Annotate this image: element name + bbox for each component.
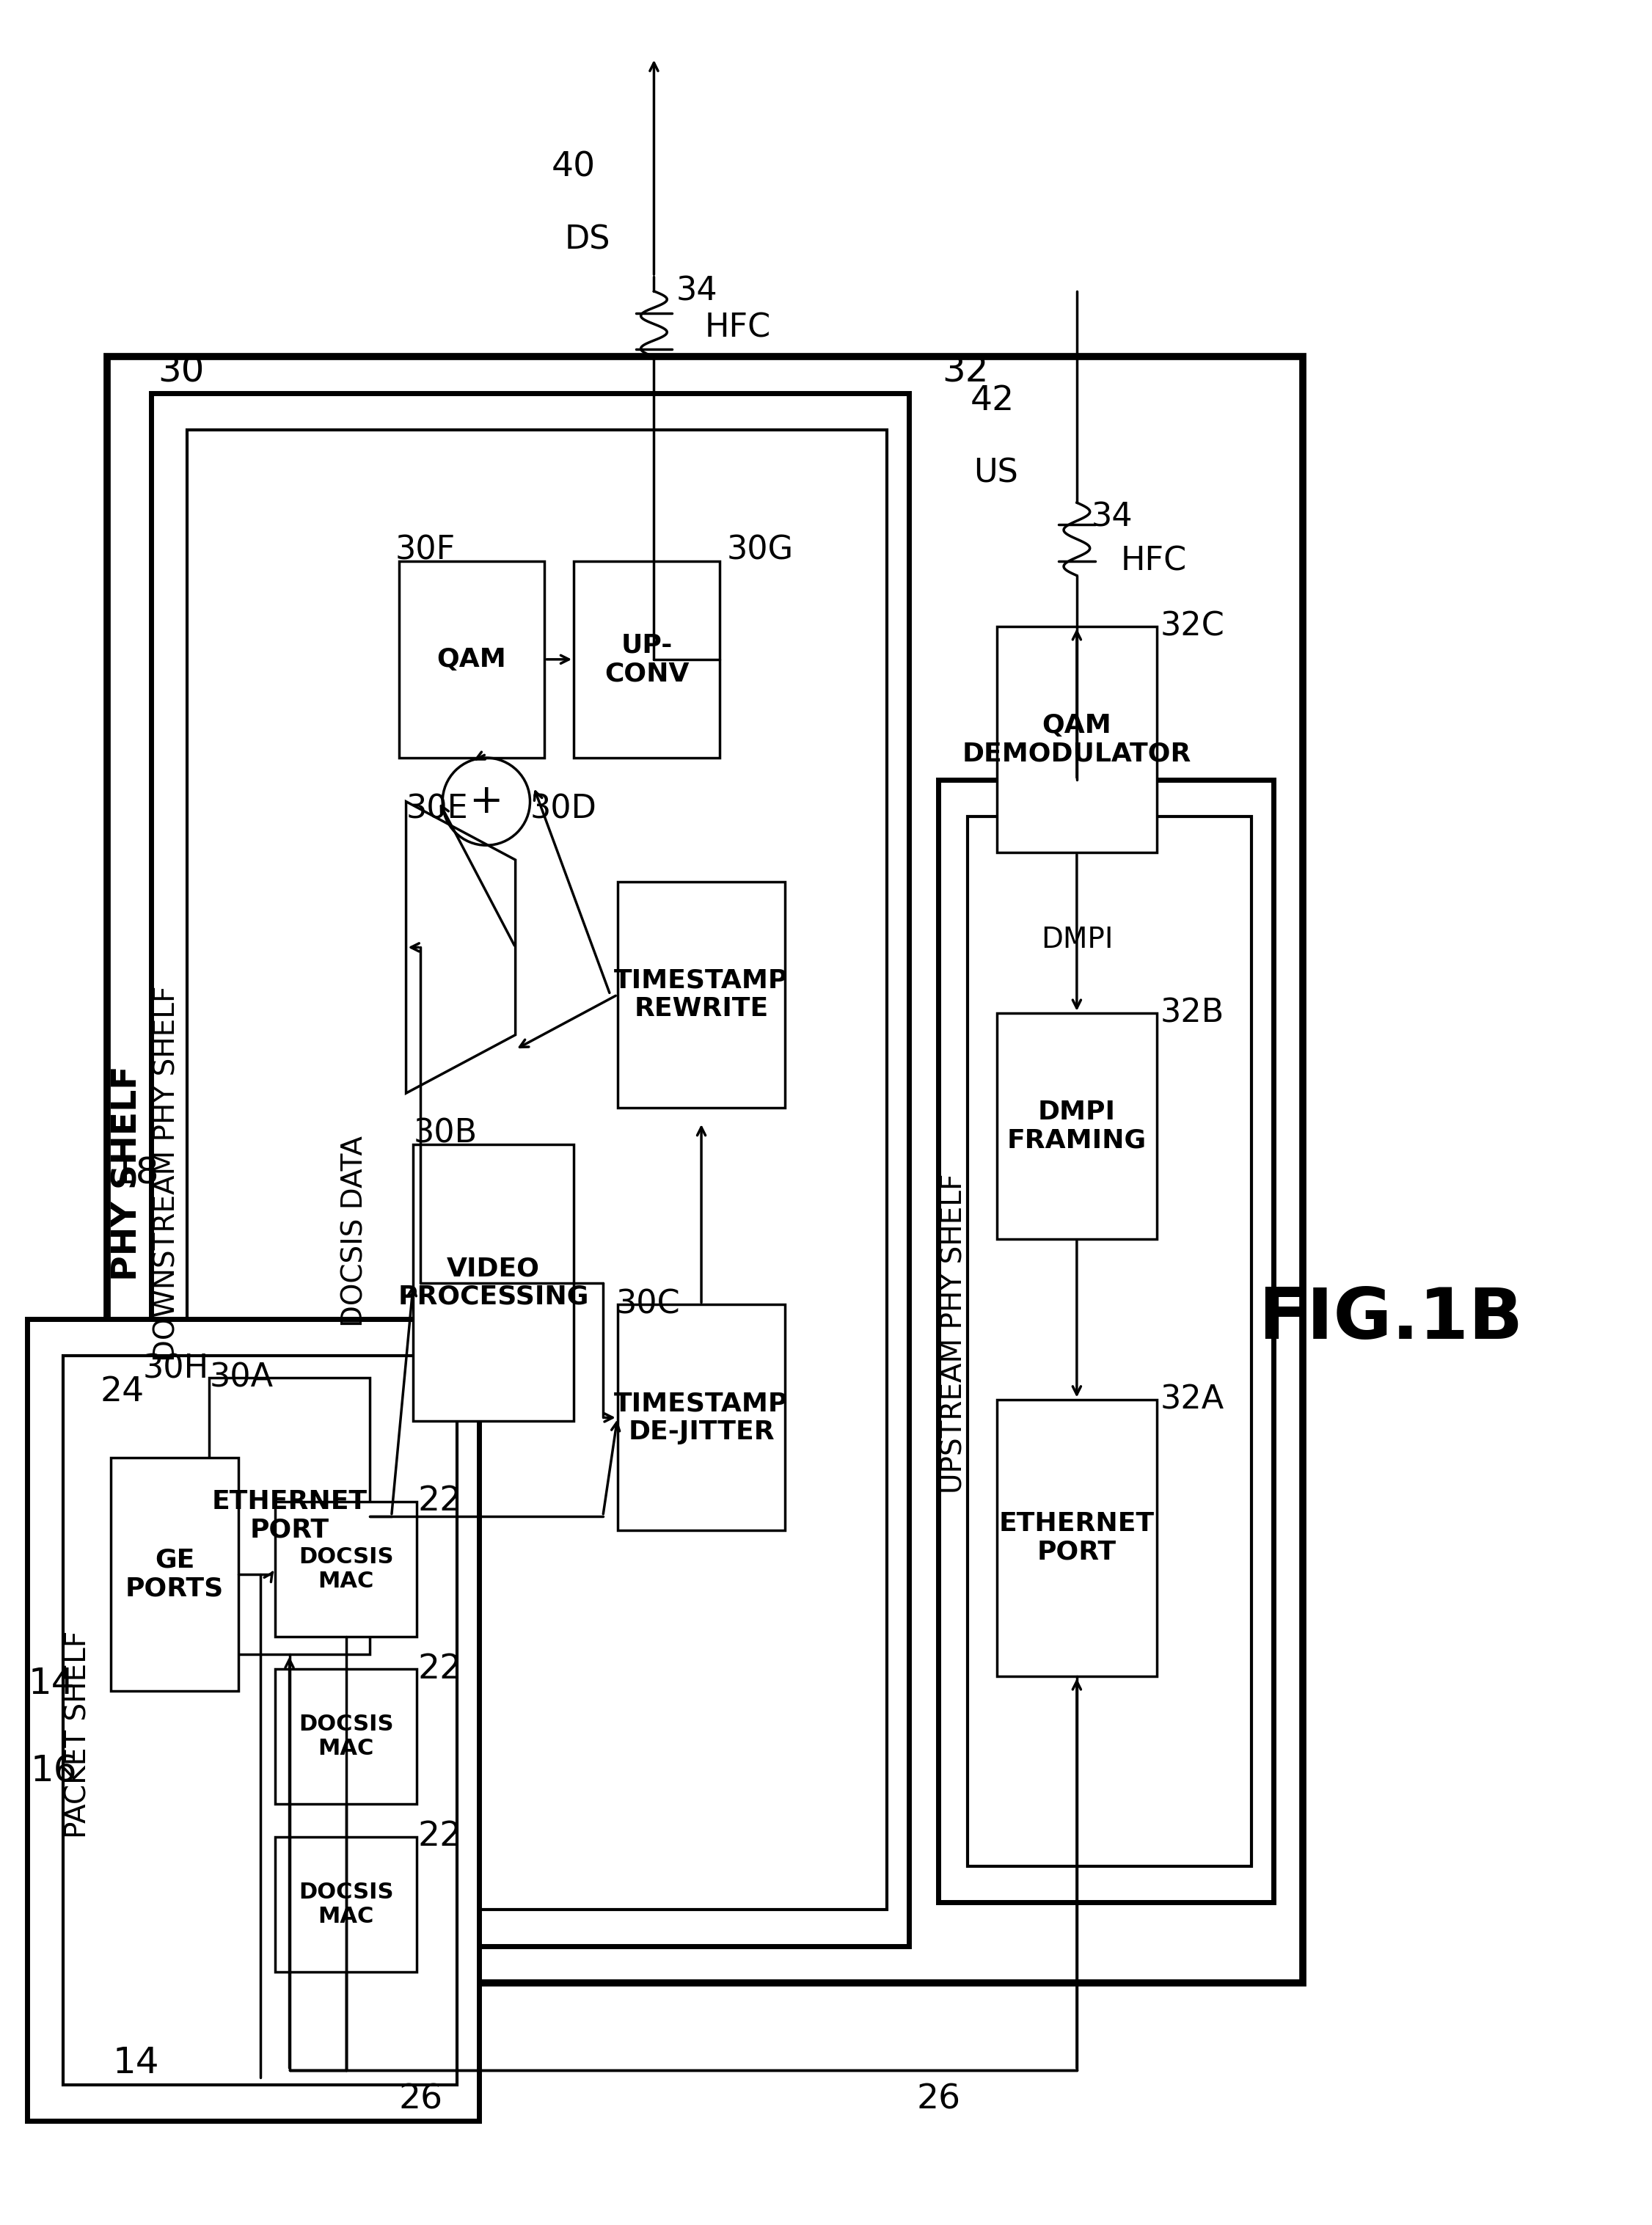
- Bar: [968, 817, 1252, 1867]
- Text: 14: 14: [112, 2045, 160, 2080]
- Bar: [996, 1400, 1156, 1675]
- Text: 30G: 30G: [727, 534, 793, 565]
- Text: UP-: UP-: [621, 632, 672, 659]
- Text: 14: 14: [28, 1667, 74, 1702]
- Text: DMPI: DMPI: [1041, 926, 1113, 955]
- Text: TIMESTAMP: TIMESTAMP: [615, 1391, 788, 1415]
- Bar: [111, 1457, 238, 1691]
- Text: DOCSIS: DOCSIS: [299, 1546, 393, 1566]
- Text: PHY SHELF: PHY SHELF: [111, 1066, 144, 1282]
- Text: 18: 18: [112, 1155, 160, 1190]
- Bar: [618, 1304, 785, 1531]
- Text: 26: 26: [917, 2083, 960, 2116]
- Text: PORT: PORT: [1037, 1540, 1117, 1564]
- Text: GE: GE: [155, 1549, 195, 1573]
- Text: DE-JITTER: DE-JITTER: [628, 1420, 775, 1444]
- Text: 22: 22: [418, 1484, 463, 1517]
- Bar: [150, 394, 909, 1947]
- Text: VIDEO: VIDEO: [448, 1257, 540, 1282]
- Text: 26: 26: [398, 2083, 443, 2116]
- Text: 34: 34: [676, 276, 717, 307]
- Text: 24: 24: [99, 1375, 144, 1408]
- Text: ETHERNET: ETHERNET: [999, 1511, 1155, 1535]
- Text: 32A: 32A: [1160, 1384, 1224, 1415]
- Text: 22: 22: [418, 1653, 463, 1687]
- Text: 30H: 30H: [144, 1353, 210, 1384]
- Text: QAM: QAM: [436, 647, 507, 672]
- Bar: [996, 1012, 1156, 1239]
- Bar: [413, 1144, 573, 1422]
- Text: PROCESSING: PROCESSING: [398, 1284, 590, 1311]
- Text: DOCSIS DATA: DOCSIS DATA: [340, 1137, 368, 1328]
- Bar: [107, 356, 1303, 1982]
- Text: QAM: QAM: [1042, 712, 1112, 739]
- Text: 34: 34: [1092, 501, 1133, 534]
- Text: DEMODULATOR: DEMODULATOR: [961, 741, 1191, 765]
- Text: MAC: MAC: [317, 1905, 373, 1927]
- Text: DMPI: DMPI: [1037, 1099, 1115, 1124]
- Text: MAC: MAC: [317, 1738, 373, 1760]
- Bar: [187, 429, 887, 1909]
- Text: 30C: 30C: [616, 1288, 681, 1319]
- Bar: [618, 881, 785, 1108]
- Text: 42: 42: [971, 385, 1014, 416]
- Text: +: +: [469, 781, 504, 821]
- Text: 32C: 32C: [1160, 612, 1224, 643]
- Text: HFC: HFC: [1120, 545, 1186, 576]
- Text: CONV: CONV: [605, 661, 689, 685]
- Text: ETHERNET: ETHERNET: [211, 1489, 367, 1515]
- Text: PACKET SHELF: PACKET SHELF: [64, 1631, 93, 1838]
- Text: 30A: 30A: [210, 1362, 273, 1393]
- Bar: [938, 779, 1274, 1902]
- Text: FIG.1B: FIG.1B: [1257, 1286, 1523, 1353]
- Text: 32: 32: [942, 354, 988, 389]
- Bar: [274, 1669, 416, 1804]
- Bar: [26, 1319, 479, 2120]
- Text: 32B: 32B: [1160, 997, 1224, 1028]
- Text: DOWNSTREAM PHY SHELF: DOWNSTREAM PHY SHELF: [154, 986, 180, 1362]
- Text: 30F: 30F: [395, 534, 456, 565]
- Text: DOCSIS: DOCSIS: [299, 1882, 393, 1902]
- Text: 22: 22: [418, 1820, 463, 1853]
- Text: 40: 40: [552, 151, 596, 185]
- Bar: [63, 1355, 458, 2085]
- Text: 30D: 30D: [530, 792, 596, 825]
- Text: MAC: MAC: [317, 1571, 373, 1591]
- Text: REWRITE: REWRITE: [634, 997, 768, 1021]
- Bar: [274, 1502, 416, 1635]
- Text: TIMESTAMP: TIMESTAMP: [615, 968, 788, 992]
- Text: 16: 16: [31, 1753, 78, 1789]
- Text: HFC: HFC: [705, 312, 771, 343]
- Text: DS: DS: [565, 225, 610, 256]
- Text: 30: 30: [159, 354, 205, 389]
- Bar: [996, 627, 1156, 852]
- Text: FRAMING: FRAMING: [1008, 1128, 1146, 1153]
- Text: UPSTREAM PHY SHELF: UPSTREAM PHY SHELF: [940, 1173, 968, 1493]
- Text: PORT: PORT: [249, 1517, 329, 1542]
- Bar: [210, 1377, 370, 1655]
- Text: DOCSIS: DOCSIS: [299, 1713, 393, 1735]
- Bar: [398, 561, 545, 759]
- Bar: [573, 561, 720, 759]
- Text: 30B: 30B: [413, 1117, 477, 1148]
- Text: 30E: 30E: [406, 792, 468, 825]
- Bar: [274, 1838, 416, 1971]
- Text: PORTS: PORTS: [126, 1575, 223, 1602]
- Text: US: US: [973, 458, 1019, 489]
